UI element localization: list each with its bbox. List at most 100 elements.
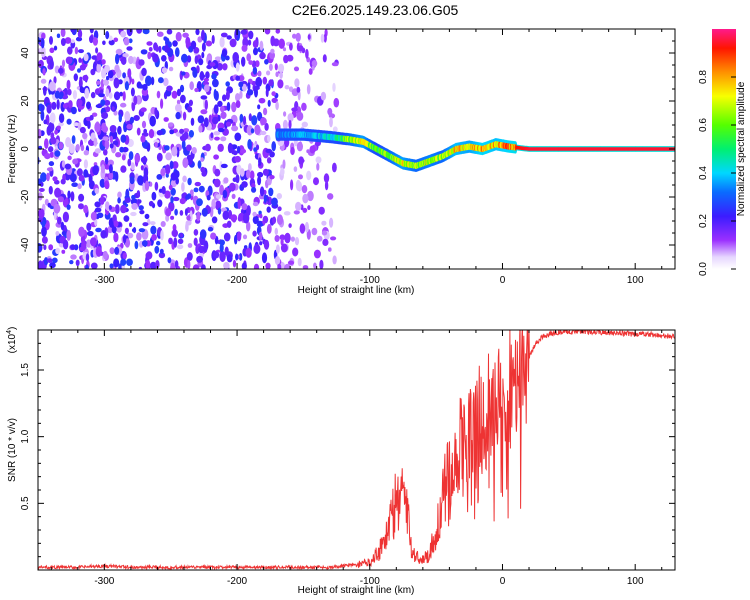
spectrogram-noise-blob — [274, 235, 280, 242]
spectrogram-noise-blob — [131, 78, 135, 85]
spectrogram-noise-blob — [186, 252, 193, 261]
spectrogram-noise-blob — [252, 211, 257, 217]
spectrogram-noise-blob — [248, 60, 254, 65]
spectrogram-x-tick-label: -300 — [94, 275, 114, 286]
spectrogram-noise-blob — [70, 106, 77, 115]
snr-y-tick-label: 1.5 — [20, 363, 31, 377]
spectrogram-noise-blob — [259, 52, 266, 60]
spectrogram-noise-blob — [88, 173, 93, 184]
spectrogram-noise-blob — [150, 225, 157, 235]
spectrogram-noise-blob — [163, 77, 169, 87]
spectrogram-noise-blob — [324, 180, 329, 191]
spectrogram-noise-blob — [278, 38, 286, 49]
spectrogram-noise-blob — [63, 87, 69, 97]
spectrogram-noise-blob — [236, 231, 242, 242]
spectrogram-noise-blob — [114, 64, 120, 73]
spectrogram-noise-blob — [78, 193, 85, 202]
spectrogram-noise-blob — [96, 80, 101, 86]
spectrogram-noise-blob — [323, 33, 327, 43]
spectrogram-noise-blob — [280, 238, 284, 246]
spectrogram-noise-blob — [201, 170, 207, 177]
spectrogram-noise-blob — [301, 185, 308, 194]
spectrogram-noise-blob — [130, 162, 135, 171]
spectrogram-noise-blob — [46, 104, 52, 114]
spectrogram-noise-blob — [210, 132, 214, 139]
spectrogram-noise-blob — [288, 223, 292, 229]
colorbar-tick-label: 0.2 — [698, 214, 709, 228]
spectrogram-noise-blob — [193, 229, 199, 236]
spectrogram-noise-blob — [175, 177, 179, 185]
spectrogram-noise-blob — [168, 237, 173, 245]
spectrogram-noise-blob — [270, 35, 276, 47]
spectrogram-noise-blob — [305, 48, 309, 59]
spectrogram-noise-blob — [61, 160, 66, 168]
spectrogram-noise-blob — [296, 141, 303, 152]
spectrogram-noise-blob — [104, 180, 110, 190]
spectrogram-noise-blob — [289, 42, 293, 51]
spectrogram-noise-blob — [331, 62, 339, 67]
spectrogram-noise-blob — [138, 59, 145, 66]
spectrogram-noise-blob — [266, 157, 272, 164]
spectrogram-noise-blob — [51, 257, 58, 264]
spectrogram-noise-blob — [163, 117, 169, 122]
spectrogram-noise-blob — [227, 142, 233, 154]
spectrogram-noise-blob — [267, 99, 271, 107]
snr-x-tick-label: 0 — [500, 576, 506, 587]
spectrogram-noise-blob — [90, 211, 97, 221]
spectrogram-noise-blob — [191, 147, 197, 154]
spectrogram-noise-blob — [54, 187, 62, 198]
spectrogram-noise-blob — [76, 168, 83, 177]
spectrogram-noise-blob — [284, 263, 291, 269]
spectrogram-noise-blob — [57, 196, 64, 203]
spectrogram-noise-blob — [329, 217, 334, 228]
spectrogram-noise-blob — [128, 151, 134, 161]
spectrogram-noise-blob — [144, 180, 150, 192]
spectrogram-noise-blob — [275, 29, 281, 34]
spectrogram-noise-blob — [175, 47, 180, 58]
spectrogram-noise-blob — [148, 47, 153, 52]
spectrogram-noise-blob — [53, 45, 58, 51]
spectrogram-noise-blob — [185, 194, 191, 200]
snr-x-axis-label: Height of straight line (km) — [298, 585, 415, 596]
spectrogram-noise-blob — [232, 177, 237, 182]
spectrogram-noise-blob — [131, 228, 137, 233]
spectrogram-noise-blob — [78, 49, 84, 54]
spectrogram-noise-blob — [52, 176, 58, 182]
spectrogram-noise-blob — [179, 198, 186, 205]
spectrogram-y-axis-label: Frequency (Hz) — [7, 115, 18, 184]
spectrogram-noise-blob — [203, 245, 208, 253]
spectrogram-noise-blob — [283, 54, 289, 64]
spectrogram-noise-blob — [306, 170, 312, 181]
spectrogram-noise-blob — [295, 179, 301, 191]
spectrogram-noise-blob — [86, 230, 94, 237]
spectrogram-noise-blob — [136, 190, 141, 197]
spectrogram-noise-blob — [225, 90, 230, 101]
spectrogram-noise-blob — [48, 122, 55, 133]
spectrogram-noise-blob — [199, 71, 205, 81]
spectrogram-noise-blob — [160, 98, 164, 109]
spectrogram-noise-blob — [140, 107, 147, 112]
spectrogram-noise-blob — [136, 29, 143, 34]
spectrogram-noise-blob — [79, 85, 84, 93]
spectrogram-noise-blob — [225, 121, 232, 127]
spectrogram-noise-blob — [43, 244, 47, 251]
spectrogram-noise-blob — [67, 190, 71, 199]
spectrogram-noise-blob — [232, 52, 239, 63]
spectrogram-noise-blob — [209, 62, 216, 67]
spectrogram-noise-blob — [129, 116, 134, 124]
spectrogram-noise-blob — [101, 111, 109, 119]
spectrogram-noise-blob — [105, 88, 110, 97]
spectrogram-noise-blob — [153, 139, 160, 144]
spectrogram-noise-blob — [64, 163, 72, 170]
spectrogram-noise-blob — [127, 158, 132, 167]
spectrogram-noise-blob — [138, 205, 144, 211]
spectrogram-noise-blob — [95, 47, 99, 54]
spectrogram-noise-blob — [229, 38, 237, 48]
spectrogram-noise-blob — [40, 104, 45, 112]
spectrogram-noise-blob — [90, 91, 96, 99]
spectrogram-noise-blob — [186, 55, 192, 63]
spectrogram-noise-blob — [218, 127, 225, 133]
spectrogram-noise-blob — [107, 70, 114, 79]
spectrogram-noise-blob — [122, 53, 129, 58]
spectrogram-noise-blob — [174, 260, 179, 269]
